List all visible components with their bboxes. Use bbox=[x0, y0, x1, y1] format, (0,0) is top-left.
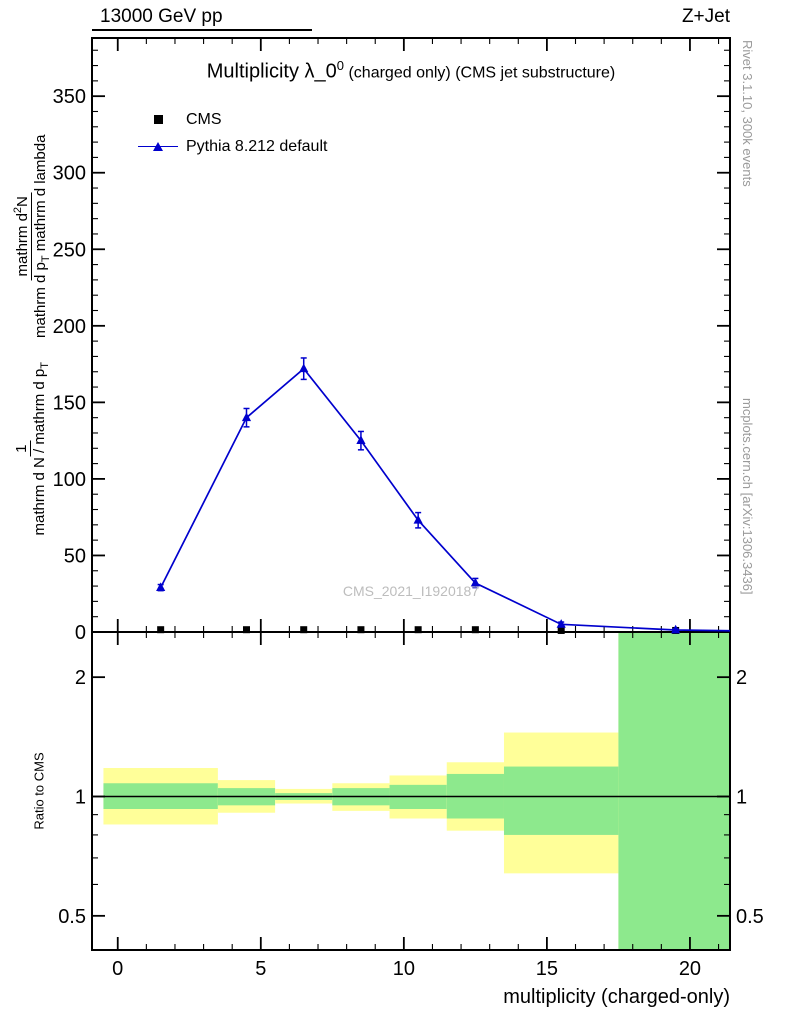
beam-energy-label: 13000 GeV pp bbox=[100, 6, 223, 27]
frac2-num-text-a: mathrm d bbox=[14, 213, 31, 277]
frac2-num-superscript: 2 bbox=[12, 206, 24, 214]
svg-text:300: 300 bbox=[53, 163, 86, 185]
svg-text:0: 0 bbox=[112, 958, 123, 980]
svg-text:1: 1 bbox=[736, 787, 747, 809]
svg-text:0.5: 0.5 bbox=[736, 906, 764, 928]
frac1-denominator: mathrm d N / mathrm d pT bbox=[31, 358, 51, 539]
svg-text:15: 15 bbox=[536, 958, 558, 980]
legend-label-cms: CMS bbox=[186, 110, 222, 128]
svg-text:0: 0 bbox=[75, 622, 86, 644]
svg-text:150: 150 bbox=[53, 392, 86, 414]
frac2-den-text-b: mathrm d lambda bbox=[32, 134, 49, 256]
ratio-y-axis-label-wrap: Ratio to CMS bbox=[28, 632, 50, 950]
frac1-den-text: mathrm d N / mathrm d p bbox=[31, 368, 48, 536]
watermark-analysis-id: CMS_2021_I1920187 bbox=[342, 583, 480, 599]
ylabel-fraction-1: 1 mathrm d N / mathrm d pT bbox=[13, 358, 51, 539]
frac2-numerator: mathrm d2N bbox=[12, 192, 32, 281]
legend-item-pythia: Pythia 8.212 default bbox=[138, 133, 327, 160]
ratio-y-axis-label: Ratio to CMS bbox=[31, 752, 47, 830]
frac2-num-text-b: N bbox=[14, 196, 31, 207]
legend: CMS Pythia 8.212 default bbox=[138, 106, 327, 160]
svg-text:100: 100 bbox=[53, 469, 86, 491]
frac2-den-text-a: mathrm d p bbox=[32, 262, 49, 339]
blue-triangle-icon bbox=[153, 142, 163, 151]
process-label: Z+Jet bbox=[681, 6, 730, 27]
title-main: Multiplicity λ_0 bbox=[206, 60, 337, 83]
y-axis-label-inner: 1 mathrm d N / mathrm d pT mathrm d2N ma… bbox=[12, 131, 52, 540]
svg-text:0.5: 0.5 bbox=[58, 906, 86, 928]
svg-text:1: 1 bbox=[75, 787, 86, 809]
frac1-den-subscript: T bbox=[39, 362, 51, 369]
svg-text:10: 10 bbox=[393, 958, 415, 980]
legend-label-pythia: Pythia 8.212 default bbox=[186, 137, 328, 155]
x-axis-label: multiplicity (charged-only) bbox=[503, 986, 730, 1008]
title-detail: (charged only) (CMS jet substructure) bbox=[344, 64, 616, 82]
mcplots-reference-note: mcplots.cern.ch [arXiv:1306.3436] bbox=[740, 398, 755, 595]
legend-item-cms: CMS bbox=[138, 106, 327, 133]
black-square-icon bbox=[153, 115, 163, 124]
pythia-line-triangle-marker-icon bbox=[138, 139, 178, 155]
svg-text:20: 20 bbox=[679, 958, 701, 980]
svg-text:350: 350 bbox=[53, 86, 86, 108]
svg-text:250: 250 bbox=[53, 239, 86, 261]
plot-title: Multiplicity λ_00 (charged only) (CMS je… bbox=[92, 58, 730, 84]
svg-text:2: 2 bbox=[736, 667, 747, 689]
rivet-version-note: Rivet 3.1.10, 300k events bbox=[740, 40, 755, 187]
svg-text:5: 5 bbox=[255, 958, 266, 980]
svg-text:50: 50 bbox=[64, 545, 86, 567]
svg-text:200: 200 bbox=[53, 316, 86, 338]
frac2-denominator: mathrm d pT mathrm d lambda bbox=[32, 131, 52, 342]
frac2-den-subscript: T bbox=[40, 255, 52, 263]
title-superscript: 0 bbox=[336, 58, 345, 73]
svg-text:2: 2 bbox=[75, 667, 86, 689]
ylabel-fraction-2: mathrm d2N mathrm d pT mathrm d lambda bbox=[12, 131, 52, 342]
frac1-numerator: 1 bbox=[13, 440, 31, 457]
cms-square-marker-icon bbox=[138, 112, 178, 128]
y-axis-label: 1 mathrm d N / mathrm d pT mathrm d2N ma… bbox=[2, 38, 62, 632]
